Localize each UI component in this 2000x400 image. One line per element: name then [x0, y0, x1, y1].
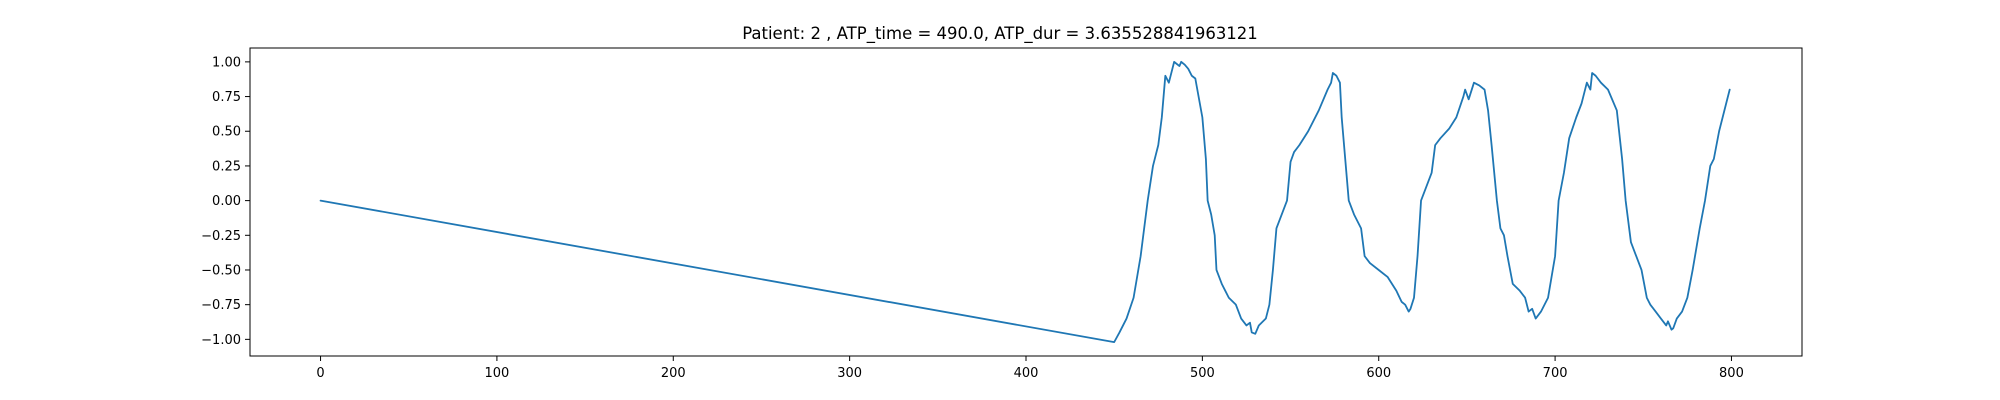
x-tick-label: 400 — [1014, 366, 1039, 381]
series-layer — [319, 60, 1731, 344]
y-tick-label: 0.00 — [212, 194, 241, 209]
x-tick-label: 600 — [1366, 366, 1391, 381]
x-tick-label: 0 — [316, 366, 324, 381]
chart-title: Patient: 2 , ATP_time = 490.0, ATP_dur =… — [742, 24, 1258, 44]
x-tick-label: 200 — [661, 366, 686, 381]
x-axis: 0 100 200 300 400 500 600 700 800 — [316, 356, 1744, 381]
y-tick-label: 0.75 — [212, 90, 241, 105]
y-tick-label: −0.25 — [201, 229, 241, 244]
y-tick-label: −1.00 — [201, 333, 241, 348]
y-tick-label: 0.25 — [212, 159, 241, 174]
y-tick-label: −0.50 — [201, 263, 241, 278]
y-tick-label: −0.75 — [201, 298, 241, 313]
y-axis: 1.00 0.75 0.50 0.25 0.00 −0.25 −0.50 −0.75 −1.00 — [201, 55, 250, 348]
x-tick-label: 500 — [1190, 366, 1215, 381]
y-tick-label: 0.50 — [212, 125, 241, 140]
x-tick-label: 800 — [1719, 366, 1744, 381]
x-tick-label: 100 — [484, 366, 509, 381]
x-tick-label: 700 — [1543, 366, 1568, 381]
series-line-0 — [319, 60, 1731, 344]
y-tick-label: 1.00 — [212, 55, 241, 70]
x-tick-label: 300 — [837, 366, 862, 381]
plot-area-frame — [249, 47, 1803, 357]
